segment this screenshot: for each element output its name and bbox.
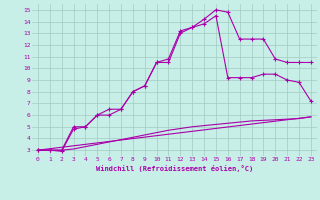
X-axis label: Windchill (Refroidissement éolien,°C): Windchill (Refroidissement éolien,°C) <box>96 165 253 172</box>
